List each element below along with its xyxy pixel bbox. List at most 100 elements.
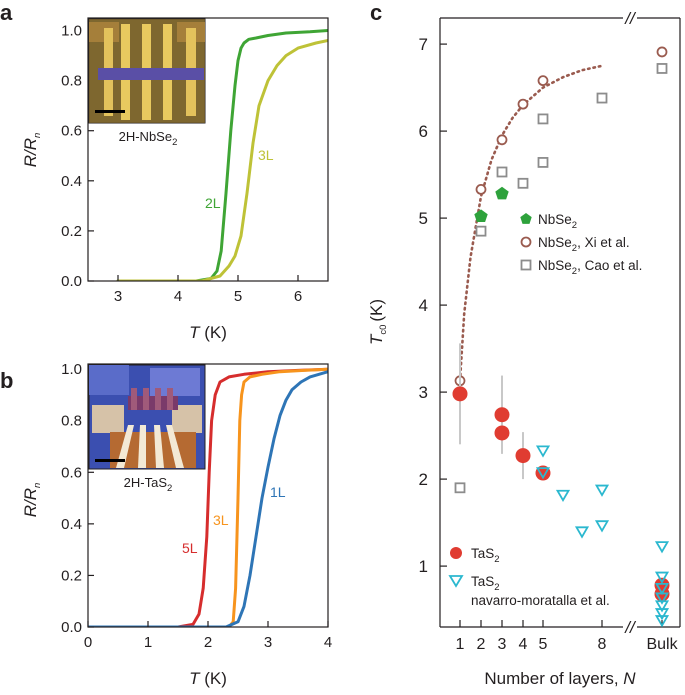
panel-c-point-tas2-navarro-moratalla-et-al- <box>594 484 610 497</box>
panel-a-xlabel: T (K) <box>189 323 227 342</box>
panel-a-frame <box>87 17 329 282</box>
panel-c-ytick-label: 4 <box>419 296 428 315</box>
legend-label-tas2: TaS2 <box>471 546 500 565</box>
panel-b-xtick-label: 3 <box>264 634 272 651</box>
scale-bar <box>95 110 125 113</box>
panel-a-xtick-label: 5 <box>234 288 242 305</box>
panel-a-xtick-label: 6 <box>294 288 302 305</box>
panel-b-xtick-label: 4 <box>324 634 332 651</box>
panel-a-xtick-label: 3 <box>114 288 122 305</box>
panel-b-ytick-label: 0.0 <box>61 619 82 636</box>
panel-c-point-nbse2 <box>495 186 509 200</box>
panel-b-ytick-label: 0.2 <box>61 567 82 584</box>
panel-a-ytick-label: 0.6 <box>61 123 82 140</box>
panel-b-axes: 0 1 2 3 4 0.0 0.2 0.4 0.6 0.8 1.0 <box>61 361 332 651</box>
panel-c-point-tas2-navarro-moratalla-et-al- <box>574 526 590 539</box>
panel-c-point-nbse2-xi-et-al- <box>496 134 508 146</box>
panel-b-ytick-label: 0.4 <box>61 516 82 533</box>
panel-b-curve-label-5L: 5L <box>182 540 198 556</box>
panel-c-xtick-label: 3 <box>498 636 507 653</box>
panel-c-point-nbse2-cao-et-al- <box>454 482 466 494</box>
panel-c-ytick-label: 5 <box>419 209 428 228</box>
panel-b-inset-label: 2H-TaS2 <box>124 475 173 494</box>
panel-c-xtick-label: 4 <box>519 636 528 653</box>
panel-c-ytick-label: 7 <box>419 35 428 54</box>
panel-c-legend-top: NbSe2 NbSe2, Xi et al. NbSe2, Cao et al. <box>520 212 642 277</box>
panel-c-fit-curve <box>458 64 604 383</box>
panel-c-ytick-label: 3 <box>419 383 428 402</box>
legend-label-nbse2: NbSe2 <box>538 212 577 231</box>
panel-b-ytick-label: 0.6 <box>61 464 82 481</box>
panel-c-point-tas2-navarro-moratalla-et-al- <box>555 489 571 503</box>
panel-c-point-tas2-navarro-moratalla-et-al- <box>654 608 670 621</box>
panel-c-point-nbse2-cao-et-al- <box>537 113 549 125</box>
panel-c-xtick-label: 8 <box>598 636 607 653</box>
panel-c-ylabel: Tc0(K) <box>367 299 389 345</box>
panel-label-c: c <box>370 0 382 25</box>
panel-label-b: b <box>0 368 13 393</box>
panel-b-xtick-label: 0 <box>84 634 92 651</box>
panel-c-point-tas2-navarro-moratalla-et-al- <box>535 445 551 458</box>
legend-label-tas2-navarro: TaS2 <box>471 574 500 593</box>
panel-a: 3 4 5 6 0.0 0.2 0.4 0.6 0.8 1.0 R/Rn T (K) 2L 3L <box>21 17 329 342</box>
legend-marker-nbse2 <box>520 213 532 224</box>
legend-label-nbse2-xi: NbSe2, Xi et al. <box>538 235 630 254</box>
scale-bar <box>95 459 125 462</box>
legend-marker-nbse2-cao <box>520 259 532 271</box>
panel-a-ytick-label: 0.8 <box>61 73 82 90</box>
panel-a-ytick-label: 0.4 <box>61 173 82 190</box>
panel-c-legend-bottom: TaS2 TaS2 navarro-moratalla et al. <box>448 546 610 608</box>
panel-b-series-1L <box>88 370 328 627</box>
panel-c-point-tas2-navarro-moratalla-et-al- <box>654 592 670 605</box>
panel-c-point-tas2-navarro-moratalla-et-al- <box>654 600 670 613</box>
panel-c-point-nbse2-cao-et-al- <box>537 157 549 168</box>
panel-c-point-tas2-navarro-moratalla-et-al- <box>535 467 551 480</box>
axis-break-bottom: // <box>624 618 637 637</box>
panel-c-point-nbse2-cao-et-al- <box>656 63 668 74</box>
panel-label-a: a <box>0 0 13 25</box>
panel-c-xtick-label: 2 <box>477 636 486 653</box>
panel-c-ytick-label: 2 <box>419 470 428 489</box>
panel-b-series-5L <box>88 367 328 627</box>
panel-c-point-tas2 <box>515 448 531 464</box>
panel-a-xtick-label: 4 <box>174 288 182 305</box>
panel-a-series-2L <box>116 29 328 281</box>
panel-c-point-tas2 <box>494 407 510 423</box>
panel-b-xlabel: T (K) <box>189 669 227 688</box>
panel-c-ytick-label: 6 <box>419 122 428 141</box>
panel-a-ylabel: R/Rn <box>21 133 43 168</box>
panel-c-point-tas2 <box>494 425 510 441</box>
panel-a-series <box>116 29 328 281</box>
panel-b-ytick-label: 0.8 <box>61 413 82 430</box>
panel-c-point-nbse2-cao-et-al- <box>596 92 608 104</box>
panel-c-point-tas2-navarro-moratalla-et-al- <box>654 615 670 628</box>
nbse2-device-image <box>88 18 206 124</box>
panel-a-curve-label-2L: 2L <box>205 195 221 211</box>
panel-c-point-nbse2-xi-et-al- <box>537 75 549 87</box>
legend-label-tas2-navarro-ref: navarro-moratalla et al. <box>471 593 610 608</box>
panel-b-curve-label-1L: 1L <box>270 484 286 500</box>
tas2-device-image <box>88 364 206 470</box>
panel-c-point-nbse2-xi-et-al- <box>517 98 529 110</box>
legend-marker-tas2 <box>450 547 462 559</box>
panel-c-point-tas2-navarro-moratalla-et-al- <box>654 571 670 584</box>
panel-b-ytick-label: 1.0 <box>61 361 82 378</box>
panel-c-point-nbse2-cao-et-al- <box>475 225 487 237</box>
panel-c-xtick-label: 5 <box>539 636 548 653</box>
panel-c-xtick-label: 1 <box>456 636 465 653</box>
panel-b: 0 1 2 3 4 0.0 0.2 0.4 0.6 0.8 1.0 R/Rn T (K) 5L 3L… <box>21 361 332 688</box>
panel-c-xlabel: Number of layers, N <box>484 669 636 688</box>
panel-c-point-tas2 <box>452 386 468 402</box>
panel-c-point-tas2 <box>535 465 551 481</box>
legend-label-nbse2-cao: NbSe2, Cao et al. <box>538 258 642 277</box>
panel-c-point-nbse2 <box>474 209 488 222</box>
legend-marker-tas2-navarro <box>448 575 464 588</box>
panel-b-curve-label-3L: 3L <box>213 512 229 528</box>
panel-b-series <box>88 367 328 627</box>
panel-a-curve-label-3L: 3L <box>258 147 274 163</box>
panel-c-series <box>452 46 670 628</box>
panel-a-ytick-label: 1.0 <box>61 23 82 40</box>
